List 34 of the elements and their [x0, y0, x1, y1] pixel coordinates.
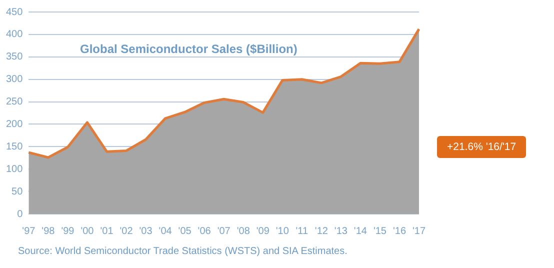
x-tick-label: '13: [334, 226, 348, 237]
x-tick-label: '11: [296, 226, 308, 237]
text: +21.6% '16/'17: [437, 136, 526, 158]
y-tick-label: 0: [17, 208, 24, 220]
x-tick-label: '98: [42, 226, 56, 237]
x-tick-label: '07: [217, 226, 231, 237]
x-tick-label: '03: [139, 226, 153, 237]
x-tick-label: '01: [100, 226, 114, 237]
x-tick-label: '00: [80, 226, 94, 237]
y-tick-label: 350: [6, 52, 24, 63]
x-tick-label: '12: [314, 226, 328, 237]
x-tick-label: '08: [236, 226, 250, 237]
x-tick-label: '97: [22, 226, 36, 237]
source-note: Source: World Semiconductor Trade Statistics (WSTS) and SIA Estimates.: [18, 246, 348, 257]
x-tick-label: '09: [256, 226, 270, 237]
y-tick-label: 300: [6, 74, 24, 86]
y-tick-label: 250: [6, 96, 24, 108]
y-tick-label: 450: [6, 6, 24, 18]
x-tick-label: '02: [120, 226, 134, 237]
y-tick-label: 200: [6, 118, 24, 130]
x-tick-label: '04: [158, 226, 172, 237]
y-tick-label: 150: [6, 141, 24, 152]
text: Global Semiconductor Sales ($Billion): [80, 42, 298, 56]
y-tick-label: 50: [12, 186, 24, 198]
x-tick-label: '15: [373, 226, 387, 237]
x-tick-label: '16: [392, 226, 406, 237]
y-tick-label: 400: [6, 29, 24, 40]
x-tick-label: '06: [198, 226, 212, 237]
x-tick-label: '99: [61, 226, 75, 237]
x-tick-label: '17: [412, 226, 426, 237]
y-tick-label: 100: [6, 164, 24, 175]
x-tick-label: '05: [178, 226, 192, 237]
x-tick-label: '10: [276, 226, 290, 237]
x-tick-label: '14: [354, 226, 368, 237]
